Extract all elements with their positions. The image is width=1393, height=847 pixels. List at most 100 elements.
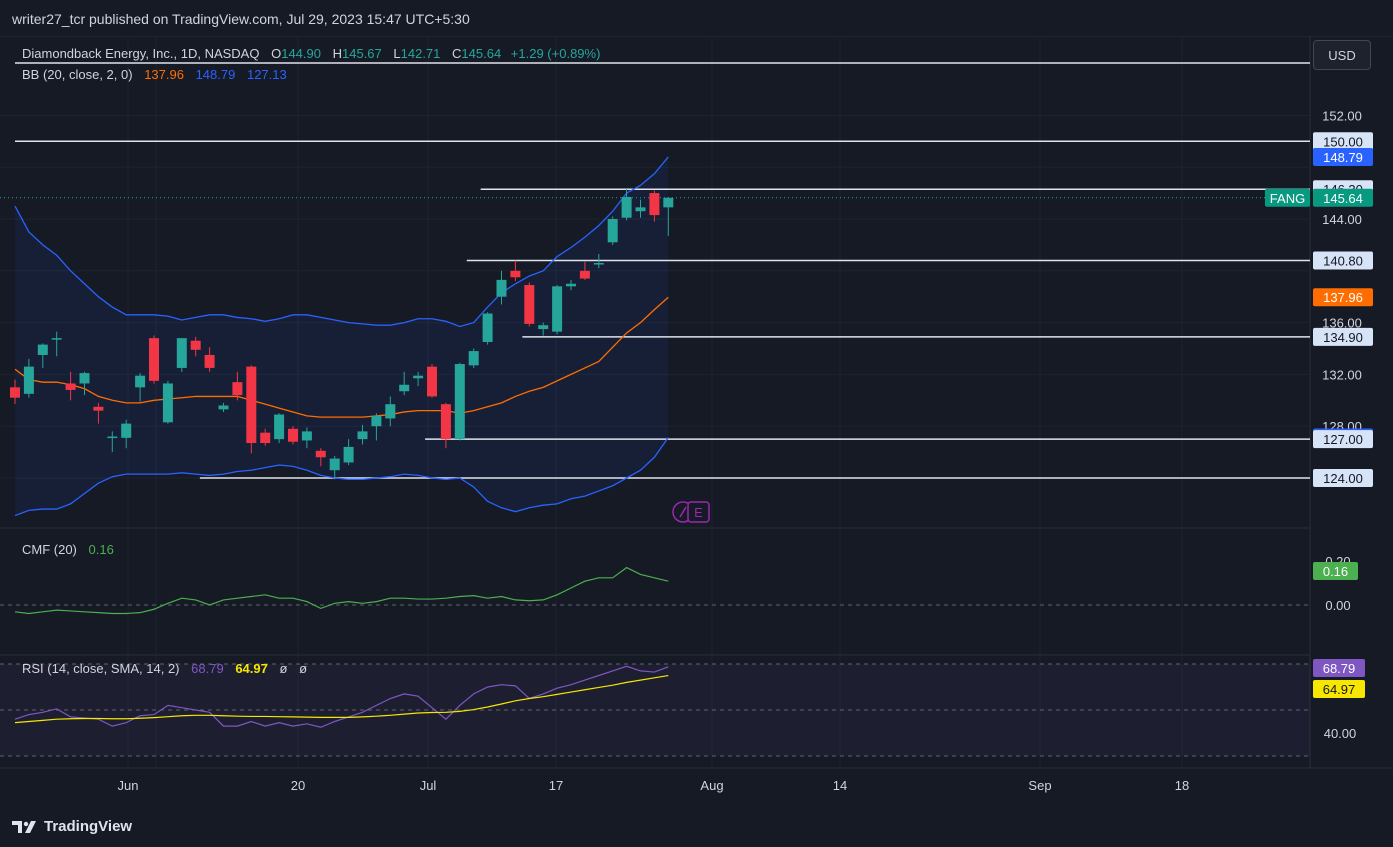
candle[interactable]	[621, 187, 632, 221]
time-label: Jun	[118, 778, 139, 793]
tradingview-logo-icon	[12, 820, 36, 833]
legend-c-label: C	[452, 46, 461, 61]
time-label: 18	[1175, 778, 1189, 793]
currency-button[interactable]: USD	[1313, 40, 1371, 70]
candle[interactable]	[315, 448, 326, 467]
price-tag-bg	[1313, 251, 1373, 270]
tradingview-logo[interactable]: TradingView	[12, 818, 132, 835]
earnings-marker[interactable]: E	[672, 501, 710, 523]
candle[interactable]	[593, 253, 604, 269]
legend-symbol: Diamondback Energy, Inc., 1D, NASDAQ	[22, 46, 259, 61]
bb-fill-area	[15, 156, 669, 516]
cmf-tick: 0.00	[1325, 598, 1350, 613]
candle[interactable]	[260, 428, 271, 446]
candle[interactable]	[37, 343, 48, 368]
candle-body	[440, 404, 451, 440]
candle[interactable]	[579, 261, 590, 280]
candle[interactable]	[301, 427, 312, 449]
candle[interactable]	[107, 431, 118, 453]
candle[interactable]	[246, 365, 257, 454]
candle[interactable]	[399, 371, 410, 396]
candle[interactable]	[510, 260, 521, 282]
candle-body	[288, 428, 298, 442]
candle[interactable]	[149, 335, 159, 384]
legend-l-label: L	[393, 46, 400, 61]
tradingview-brand: TradingView	[44, 818, 133, 835]
candle[interactable]	[454, 362, 465, 441]
candle-body	[579, 270, 590, 279]
candle[interactable]	[468, 348, 479, 368]
legend-close: 145.64	[461, 46, 501, 61]
candle-body	[482, 313, 493, 343]
candle-body	[607, 219, 618, 243]
horizontal-levels[interactable]	[0, 62, 1310, 479]
earnings-icon[interactable]	[687, 501, 710, 523]
candle[interactable]	[649, 190, 660, 222]
candle-body	[107, 436, 118, 439]
candle[interactable]	[93, 402, 104, 424]
price-tag-bg	[1313, 147, 1373, 166]
candle-body	[510, 270, 521, 278]
candle[interactable]	[440, 402, 451, 449]
candle[interactable]	[65, 371, 76, 401]
price-tick: 132.00	[1322, 367, 1362, 382]
footer: TradingView	[0, 806, 1393, 847]
candle[interactable]	[371, 413, 382, 441]
candle[interactable]	[274, 413, 285, 444]
candle[interactable]	[204, 347, 215, 372]
candle[interactable]	[385, 396, 396, 427]
price-tag-bb_upper: 148.79	[1323, 150, 1363, 165]
candle[interactable]	[538, 322, 549, 336]
candle[interactable]	[343, 439, 354, 466]
candle[interactable]	[218, 402, 229, 412]
candle[interactable]	[232, 371, 243, 401]
price-tag-last: 145.64	[1323, 191, 1363, 206]
candle-body	[232, 382, 243, 396]
candle[interactable]	[663, 196, 674, 236]
time-label: Jul	[420, 778, 437, 793]
candle[interactable]	[607, 216, 618, 245]
candle[interactable]	[413, 371, 424, 387]
candle-body	[552, 286, 563, 332]
candle[interactable]	[162, 380, 173, 424]
candle[interactable]	[79, 371, 90, 396]
earnings-label: E	[694, 505, 703, 520]
price-tick: 144.00	[1322, 212, 1362, 227]
candles[interactable]	[10, 187, 674, 480]
price-tag-bg	[1313, 188, 1373, 207]
candle-body	[93, 406, 104, 411]
candle[interactable]	[427, 364, 437, 398]
time-label: Sep	[1028, 778, 1051, 793]
rsi-pane	[0, 663, 1310, 757]
candle[interactable]	[288, 426, 298, 445]
candle[interactable]	[23, 358, 34, 398]
price-tag-hline: 127.00	[1323, 432, 1363, 447]
candle-body	[357, 431, 368, 440]
candle[interactable]	[566, 279, 576, 291]
price-tick: 136.00	[1322, 316, 1362, 331]
candle[interactable]	[51, 331, 62, 357]
candle-body	[260, 432, 271, 444]
candle[interactable]	[552, 285, 563, 335]
candle[interactable]	[10, 379, 20, 405]
candle[interactable]	[176, 338, 187, 372]
rsi-line	[14, 665, 669, 728]
candle[interactable]	[524, 282, 535, 327]
candle[interactable]	[135, 373, 146, 402]
candle-body	[149, 338, 159, 381]
candle[interactable]	[357, 424, 368, 445]
bb-upper-value: 148.79	[196, 67, 236, 82]
price-chart[interactable]: Jun 20 Jul 17 Aug 14 Sep 18152.00144.00136.0013…	[0, 36, 1393, 806]
candle[interactable]	[121, 419, 132, 449]
candle-body	[635, 207, 646, 212]
legend-o-label: O	[271, 46, 281, 61]
candle[interactable]	[635, 199, 646, 218]
candle[interactable]	[496, 270, 507, 305]
cmf-line	[14, 566, 669, 615]
candle[interactable]	[329, 455, 340, 480]
legend-open: 144.90	[281, 46, 321, 61]
candle[interactable]	[190, 336, 201, 357]
bollinger-band-fill	[15, 156, 669, 516]
price-tag-hline: 134.90	[1323, 330, 1363, 345]
candle[interactable]	[482, 312, 493, 345]
